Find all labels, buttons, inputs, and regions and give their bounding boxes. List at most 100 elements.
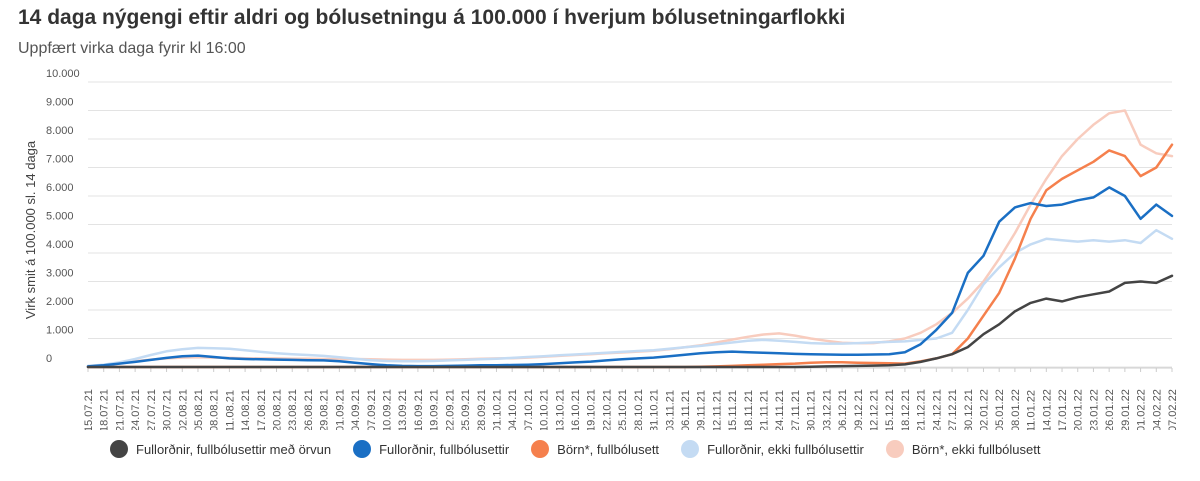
x-tick-label: 29.01.22 xyxy=(1120,389,1132,430)
x-tick-label: 17.01.22 xyxy=(1057,389,1069,430)
x-tick-label: 01.02.22 xyxy=(1136,389,1148,430)
x-tick-label: 14.01.22 xyxy=(1041,389,1053,430)
x-tick-label: 19.09.21 xyxy=(429,389,441,430)
legend-swatch xyxy=(110,440,128,458)
x-tick-label: 01.09.21 xyxy=(334,389,346,430)
x-tick-label: 26.08.21 xyxy=(303,389,315,430)
y-axis-label: Virk smit á 100.000 sl. 14 daga xyxy=(23,140,38,319)
x-tick-label: 18.07.21 xyxy=(99,389,111,430)
x-tick-label: 24.11.21 xyxy=(774,390,786,430)
x-tick-label: 28.09.21 xyxy=(476,389,488,430)
y-tick-label: 3.000 xyxy=(46,268,74,280)
y-tick-label: 8.000 xyxy=(46,125,74,137)
x-tick-label: 16.09.21 xyxy=(413,389,425,430)
x-tick-label: 05.08.21 xyxy=(193,389,205,430)
x-tick-label: 07.02.22 xyxy=(1167,389,1179,430)
x-tick-label: 10.10.21 xyxy=(539,389,551,430)
x-tick-label: 06.12.21 xyxy=(837,389,849,430)
series-line xyxy=(86,274,1174,369)
series-line xyxy=(86,143,1174,369)
y-tick-label: 4.000 xyxy=(46,239,74,251)
x-tick-label: 27.07.21 xyxy=(146,389,158,430)
y-tick-label: 5.000 xyxy=(46,211,74,223)
x-tick-label: 17.08.21 xyxy=(256,389,268,430)
x-tick-label: 16.10.21 xyxy=(570,389,582,430)
legend-label: Börn*, ekki fullbólusett xyxy=(911,441,1041,457)
x-tick-label: 07.10.21 xyxy=(523,389,535,430)
x-tick-label: 04.10.21 xyxy=(507,389,519,430)
y-tick-label: 2.000 xyxy=(46,296,74,308)
x-tick-label: 19.10.21 xyxy=(586,389,598,430)
x-tick-label: 12.12.21 xyxy=(869,389,881,430)
legend-item[interactable]: Fullorðnir, fullbólusettir með örvun xyxy=(110,440,331,458)
chart-subtitle: Uppfært virka daga fyrir kl 16:00 xyxy=(18,40,246,57)
y-tick-label: 6.000 xyxy=(46,182,74,194)
x-tick-label: 01.10.21 xyxy=(491,389,503,430)
x-tick-label: 05.01.22 xyxy=(994,389,1006,430)
x-tick-label: 21.11.21 xyxy=(759,390,771,430)
chart-legend: Fullorðnir, fullbólusettir með örvun Full… xyxy=(110,440,1062,458)
x-tick-label: 18.12.21 xyxy=(900,389,912,430)
legend-item[interactable]: Fullorðnir, ekki fullbólusettir xyxy=(681,440,864,458)
series-line xyxy=(86,109,1174,368)
legend-swatch xyxy=(885,440,904,458)
x-tick-label: 03.11.21 xyxy=(664,390,676,430)
x-tick-label: 21.12.21 xyxy=(916,389,928,430)
legend-swatch xyxy=(353,440,372,458)
x-tick-label: 09.11.21 xyxy=(696,390,708,430)
y-tick-label: 9.000 xyxy=(46,97,74,109)
legend-swatch xyxy=(681,440,700,458)
x-tick-label: 27.12.21 xyxy=(947,389,959,430)
x-tick-label: 10.09.21 xyxy=(381,389,393,430)
y-tick-label: 7.000 xyxy=(46,154,74,166)
x-tick-label: 11.01.22 xyxy=(1026,390,1038,430)
legend-label: Fullorðnir, fullbólusettir xyxy=(379,441,510,457)
x-tick-label: 04.02.22 xyxy=(1151,389,1163,430)
x-tick-label: 03.12.21 xyxy=(821,389,833,430)
legend-item[interactable]: Fullorðnir, fullbólusettir xyxy=(353,440,509,458)
x-tick-label: 02.01.22 xyxy=(978,389,990,430)
x-tick-label: 28.10.21 xyxy=(633,389,645,430)
x-tick-label: 30.11.21 xyxy=(806,390,818,430)
x-tick-label: 26.01.22 xyxy=(1104,389,1116,430)
legend-label: Fullorðnir, ekki fullbólusettir xyxy=(707,441,864,457)
line-chart: 0 1.000 2.000 3.000 4.000 5.000 6.000 7.000 8.00… xyxy=(23,68,1179,430)
x-tick-label: 23.01.22 xyxy=(1088,389,1100,430)
x-tick-label: 25.09.21 xyxy=(460,389,472,430)
x-tick-label: 07.09.21 xyxy=(366,389,378,430)
x-tick-label: 14.08.21 xyxy=(240,389,252,430)
x-tick-label: 24.12.21 xyxy=(931,389,943,430)
legend-swatch xyxy=(531,440,550,458)
x-tick-label: 31.10.21 xyxy=(649,389,661,430)
series-line xyxy=(86,186,1174,368)
x-tick-label: 24.07.21 xyxy=(130,389,142,430)
legend-label: Börn*, fullbólusett xyxy=(557,441,660,457)
y-tick-label: 10.000 xyxy=(46,68,80,80)
x-tick-label: 22.10.21 xyxy=(601,389,613,430)
y-tick-label: 1.000 xyxy=(46,325,74,337)
x-tick-label: 29.08.21 xyxy=(319,389,331,430)
x-tick-label: 09.12.21 xyxy=(853,389,865,430)
x-tick-label: 15.12.21 xyxy=(884,389,896,430)
y-tick-label: 0 xyxy=(46,353,52,365)
chart-title: 14 daga nýgengi eftir aldri og bólusetni… xyxy=(18,6,846,29)
x-tick-label: 13.10.21 xyxy=(554,389,566,430)
x-tick-label: 23.08.21 xyxy=(287,389,299,430)
x-tick-label: 11.08.21 xyxy=(224,390,236,430)
x-tick-label: 21.07.21 xyxy=(114,389,126,430)
legend-item[interactable]: Börn*, fullbólusett xyxy=(531,440,659,458)
x-tick-label: 06.11.21 xyxy=(680,390,692,430)
x-tick-label: 25.10.21 xyxy=(617,389,629,430)
x-tick-label: 20.01.22 xyxy=(1073,389,1085,430)
x-tick-label: 15.11.21 xyxy=(727,390,739,430)
x-tick-label: 15.07.21 xyxy=(83,389,95,430)
x-tick-label: 22.09.21 xyxy=(444,389,456,430)
legend-label: Fullorðnir, fullbólusettir með örvun xyxy=(136,441,332,457)
x-tick-label: 08.08.21 xyxy=(209,389,221,430)
x-tick-label: 12.11.21 xyxy=(711,390,723,430)
x-tick-label: 08.01.22 xyxy=(1010,389,1022,430)
series-line xyxy=(86,228,1174,368)
legend-item[interactable]: Börn*, ekki fullbólusett xyxy=(885,440,1041,458)
x-tick-label: 02.08.21 xyxy=(177,389,189,430)
x-tick-label: 30.07.21 xyxy=(162,389,174,430)
